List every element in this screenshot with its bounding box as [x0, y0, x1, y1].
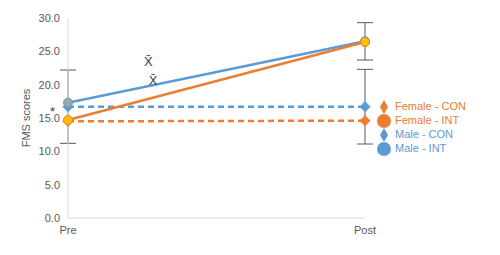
- svg-text:10.0: 10.0: [39, 145, 60, 157]
- svg-text:20.0: 20.0: [39, 79, 60, 91]
- html-text:Male - CON: Male - CON: [395, 128, 454, 140]
- svg-text:15.0: 15.0: [39, 112, 60, 124]
- svg-text:X̄: X̄: [144, 54, 153, 69]
- html-text:Female - INT: Female - INT: [395, 113, 460, 126]
- svg-text:30.0: 30.0: [39, 12, 60, 24]
- html-text:Male - INT: Male - INT: [395, 142, 447, 155]
- svg-text:0.0: 0.0: [45, 212, 60, 224]
- svg-text:X̄: X̄: [149, 73, 158, 88]
- html-text:Female - CON: Female - CON: [395, 99, 466, 112]
- svg-text:Pre: Pre: [59, 224, 76, 236]
- svg-text:5.0: 5.0: [45, 179, 60, 191]
- svg-text:25.0: 25.0: [39, 45, 60, 57]
- svg-text:FMS scores: FMS scores: [20, 88, 32, 147]
- svg-text:Post: Post: [354, 224, 376, 236]
